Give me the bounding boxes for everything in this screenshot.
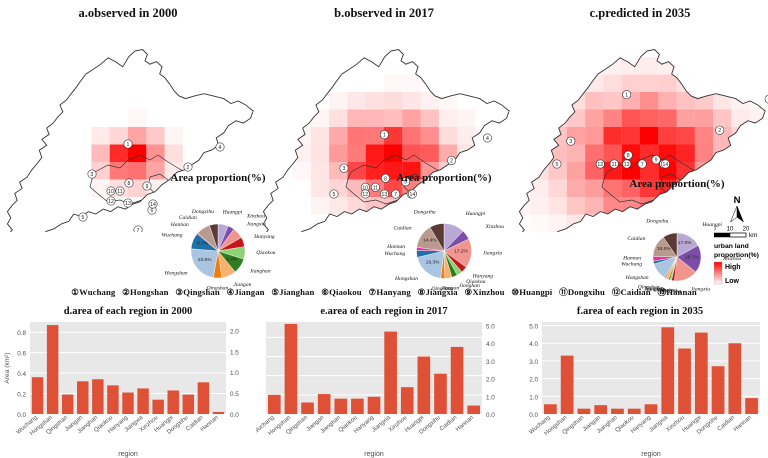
- svg-text:Caidian: Caidian: [393, 225, 411, 231]
- svg-text:12: 12: [597, 162, 603, 168]
- svg-text:2.0: 2.0: [486, 377, 495, 384]
- svg-text:N: N: [734, 195, 741, 206]
- svg-text:19.3%: 19.3%: [426, 260, 440, 266]
- svg-text:0.8: 0.8: [17, 330, 26, 337]
- svg-text:Hongshan: Hongshan: [164, 270, 188, 276]
- svg-text:11: 11: [612, 162, 617, 168]
- svg-text:2.0: 2.0: [529, 377, 538, 384]
- svg-text:0.2: 0.2: [17, 392, 26, 399]
- svg-text:urban land: urban land: [714, 243, 749, 250]
- svg-text:1.0: 1.0: [486, 394, 495, 401]
- svg-text:8: 8: [627, 153, 630, 159]
- svg-text:1.5: 1.5: [230, 349, 239, 356]
- svg-text:18.7%: 18.7%: [685, 254, 699, 260]
- svg-text:0.6: 0.6: [17, 351, 26, 358]
- svg-text:km: km: [749, 232, 757, 239]
- svg-text:Hannan: Hannan: [622, 256, 641, 262]
- svg-text:Caidian: Caidian: [179, 215, 197, 221]
- svg-text:Xinzhou: Xinzhou: [485, 224, 505, 230]
- svg-text:13: 13: [624, 162, 630, 168]
- svg-text:Area (km²): Area (km²): [4, 352, 11, 383]
- svg-text:region: region: [118, 451, 138, 458]
- svg-text:1: 1: [127, 142, 130, 148]
- svg-text:0.0: 0.0: [230, 412, 239, 419]
- svg-text:0.0: 0.0: [486, 412, 495, 419]
- svg-text:proportion(%): proportion(%): [714, 252, 759, 259]
- svg-text:5: 5: [333, 192, 336, 198]
- svg-text:13: 13: [125, 201, 131, 207]
- svg-text:3.0: 3.0: [529, 359, 538, 366]
- svg-text:1.0: 1.0: [230, 370, 239, 377]
- svg-text:Caidian: Caidian: [627, 236, 645, 242]
- svg-text:7: 7: [137, 228, 140, 232]
- svg-text:15.0%: 15.0%: [657, 246, 671, 252]
- svg-text:Dongxihu: Dongxihu: [191, 209, 214, 215]
- svg-text:Dongxihu: Dongxihu: [645, 219, 668, 225]
- svg-text:5: 5: [82, 215, 85, 221]
- svg-text:9.2%: 9.2%: [226, 256, 238, 262]
- svg-text:23.5%: 23.5%: [198, 257, 212, 263]
- svg-text:14.4%: 14.4%: [423, 238, 437, 244]
- svg-text:4: 4: [486, 136, 489, 142]
- svg-text:0.0: 0.0: [17, 412, 26, 419]
- svg-text:Dongxihu: Dongxihu: [413, 209, 436, 215]
- svg-text:Wuchang: Wuchang: [621, 261, 642, 267]
- svg-text:9.7%: 9.7%: [197, 241, 209, 247]
- svg-text:Huangpi: Huangpi: [222, 209, 243, 215]
- svg-text:Huangpi: Huangpi: [465, 211, 486, 217]
- svg-text:Hongshan: Hongshan: [625, 275, 649, 281]
- svg-text:3.0: 3.0: [486, 359, 495, 366]
- svg-text:4.0: 4.0: [486, 341, 495, 348]
- svg-text:8: 8: [128, 181, 131, 187]
- svg-text:e.area of each region in 2017: e.area of each region in 2017: [320, 306, 447, 317]
- svg-text:5.0: 5.0: [529, 324, 538, 331]
- svg-text:14: 14: [663, 162, 669, 168]
- svg-text:7: 7: [641, 162, 644, 168]
- svg-text:region: region: [364, 451, 384, 458]
- svg-text:12: 12: [362, 192, 368, 198]
- svg-text:2.0: 2.0: [230, 328, 239, 335]
- svg-text:4.0: 4.0: [529, 341, 538, 348]
- svg-text:f.area of each region in 2035: f.area of each region in 2035: [577, 306, 703, 317]
- svg-text:17.2%: 17.2%: [454, 249, 468, 255]
- svg-text:12: 12: [108, 199, 114, 205]
- svg-text:region: region: [641, 451, 661, 458]
- svg-text:1.0: 1.0: [529, 394, 538, 401]
- svg-text:0: 0: [714, 227, 716, 233]
- svg-text:5.0: 5.0: [486, 324, 495, 331]
- svg-text:17.0%: 17.0%: [678, 240, 692, 246]
- svg-text:High: High: [725, 264, 741, 271]
- svg-text:1: 1: [625, 93, 628, 99]
- svg-text:Jiangxia: Jiangxia: [483, 251, 502, 257]
- svg-text:5: 5: [555, 162, 558, 168]
- svg-text:0.5: 0.5: [230, 391, 239, 398]
- svg-text:3: 3: [569, 139, 572, 145]
- svg-text:d.area of each region in 2000: d.area of each region in 2000: [64, 306, 193, 317]
- svg-text:11: 11: [117, 189, 122, 195]
- svg-text:10: 10: [727, 227, 734, 233]
- svg-text:0.0: 0.0: [529, 412, 538, 419]
- svg-text:4: 4: [219, 145, 222, 151]
- svg-text:Wuchang: Wuchang: [162, 233, 183, 239]
- svg-text:2: 2: [187, 165, 190, 171]
- svg-text:10: 10: [108, 189, 114, 195]
- svg-text:Low: Low: [725, 278, 740, 285]
- svg-text:0.4: 0.4: [17, 371, 26, 378]
- svg-text:2: 2: [450, 158, 453, 164]
- svg-text:Hannan: Hannan: [170, 222, 189, 228]
- svg-text:3: 3: [91, 172, 94, 178]
- svg-text:3: 3: [343, 166, 346, 172]
- svg-text:Hongshan: Hongshan: [394, 276, 418, 282]
- svg-text:2: 2: [718, 128, 721, 134]
- svg-text:Wuchang: Wuchang: [384, 251, 405, 257]
- svg-text:Hannan: Hannan: [386, 244, 405, 250]
- svg-text:9: 9: [655, 158, 658, 164]
- svg-text:1: 1: [383, 133, 386, 139]
